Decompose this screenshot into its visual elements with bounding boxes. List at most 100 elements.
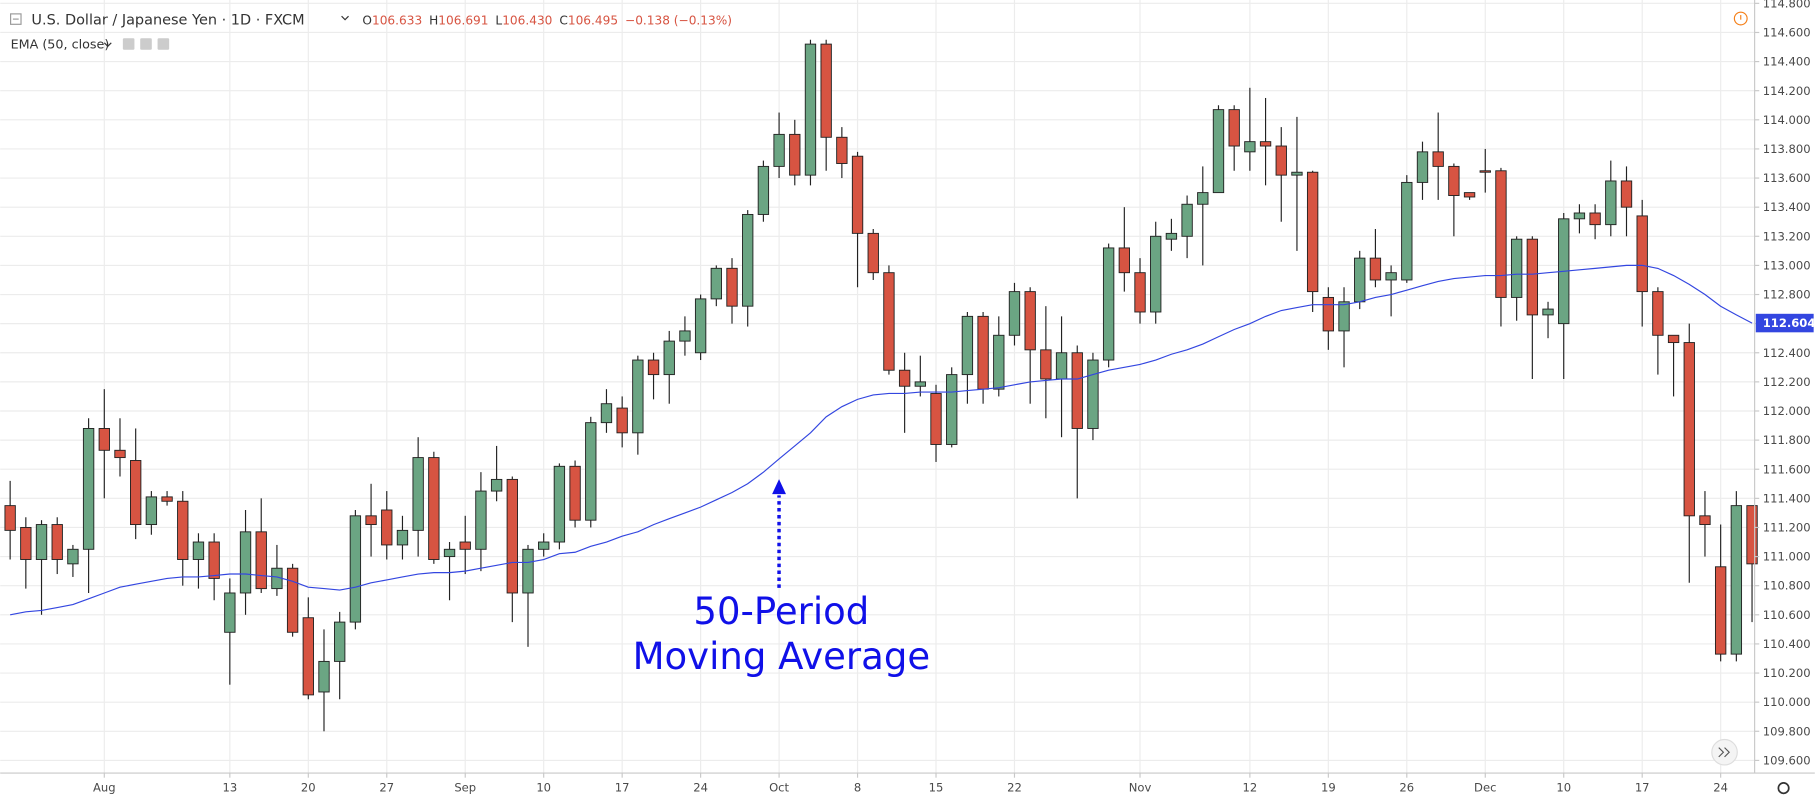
x-tick-label: 19 — [1321, 781, 1336, 795]
candle-body — [365, 515, 377, 526]
y-tick-label: 111.200 — [1763, 521, 1811, 535]
candle-body — [208, 541, 220, 579]
candle-body — [459, 541, 471, 550]
y-tick-label: 110.200 — [1763, 666, 1811, 680]
candle-body — [569, 465, 581, 521]
candle-body — [67, 548, 79, 565]
ohlc-value: 106.633 — [372, 13, 422, 27]
y-tick-label: 111.600 — [1763, 462, 1811, 476]
indicator-remove[interactable] — [157, 38, 170, 50]
candle-body — [726, 267, 738, 307]
candle-body — [1055, 352, 1068, 380]
candle-body — [930, 393, 942, 445]
candle-body — [318, 660, 330, 693]
candle-body — [1087, 359, 1099, 429]
y-tick-label: 111.000 — [1763, 550, 1811, 564]
candle-body — [1401, 181, 1413, 281]
candle-body — [1040, 349, 1052, 380]
ohlc-label: L — [495, 13, 502, 27]
candle-body — [836, 136, 848, 164]
candle-body — [1479, 170, 1491, 173]
candle-body — [553, 465, 566, 543]
candle-body — [1275, 145, 1287, 176]
x-tick-label: 13 — [222, 781, 237, 795]
indicator-hide[interactable] — [122, 38, 135, 50]
candle-body — [1197, 192, 1209, 205]
candle-body — [1542, 308, 1554, 316]
candle-body — [1463, 192, 1476, 198]
y-tick-label: 113.800 — [1763, 142, 1811, 156]
candle-body — [663, 340, 675, 376]
symbol-title[interactable]: U.S. Dollar / Japanese Yen · 1D · FXCM — [31, 12, 304, 28]
candle-body — [1699, 515, 1711, 526]
y-tick-label: 110.000 — [1763, 695, 1811, 709]
candle-body — [475, 490, 487, 550]
x-tick-label: Oct — [769, 781, 789, 795]
candle-body — [694, 298, 707, 354]
candle-body — [443, 548, 456, 558]
x-tick-label: 17 — [615, 781, 630, 795]
candle-body — [820, 43, 832, 138]
candle-body — [192, 541, 205, 560]
candle-body — [1510, 238, 1523, 298]
candle-body — [1181, 203, 1193, 237]
candle-body — [51, 524, 63, 560]
candle-body — [616, 407, 628, 434]
scroll-to-end[interactable] — [1711, 738, 1738, 766]
last-value-label: 112.604 — [1763, 316, 1815, 330]
candle-body — [647, 359, 660, 376]
y-tick-label: 110.800 — [1763, 579, 1811, 593]
candle-body — [98, 428, 110, 451]
candle-body — [302, 617, 314, 696]
candle-body — [1212, 109, 1225, 194]
y-tick-label: 113.000 — [1763, 258, 1811, 272]
y-tick-label: 114.000 — [1763, 113, 1811, 127]
x-tick-label: 20 — [301, 781, 316, 795]
symbol-chevron[interactable] — [341, 15, 349, 21]
candle-body — [1024, 291, 1036, 351]
candle-body — [1385, 272, 1397, 281]
y-tick-label: 110.600 — [1763, 608, 1811, 622]
candle-body — [35, 524, 48, 560]
candle-body — [286, 567, 299, 633]
indicator-settings[interactable] — [140, 38, 152, 50]
y-tick-label: 112.400 — [1763, 346, 1811, 360]
candle-body — [898, 369, 911, 387]
candle-body — [1291, 171, 1303, 176]
indicator-name[interactable]: EMA (50, close) — [11, 38, 110, 53]
candle-body — [1495, 170, 1507, 298]
candle-body — [224, 592, 236, 633]
x-tick-label: 27 — [379, 781, 394, 795]
candle-body — [1652, 291, 1664, 336]
candle-body — [1573, 212, 1586, 220]
annotation-line: 50-Period — [693, 590, 869, 633]
candles — [4, 39, 1758, 732]
candle-body — [239, 531, 252, 594]
candle-body — [130, 460, 142, 526]
collapse-icon[interactable] — [10, 13, 22, 25]
candle-body — [1322, 296, 1335, 332]
candle-body — [82, 428, 95, 550]
x-tick-label: 15 — [929, 781, 944, 795]
x-tick-label: 22 — [1007, 781, 1022, 795]
x-tick-label: 26 — [1399, 781, 1414, 795]
ema-line — [10, 264, 1753, 616]
y-tick-label: 112.800 — [1763, 288, 1811, 302]
settings-gear[interactable] — [1777, 782, 1790, 795]
y-tick-label: 112.000 — [1763, 404, 1811, 418]
warning-icon[interactable] — [1733, 11, 1748, 26]
indicator-chevron[interactable] — [103, 42, 112, 48]
candle-body — [1746, 505, 1758, 565]
candle-body — [1354, 257, 1366, 303]
candle-body — [1730, 505, 1743, 655]
candle-body — [914, 381, 926, 387]
x-tick-label: 24 — [693, 781, 708, 795]
candle-body — [20, 526, 32, 560]
candle-body — [804, 43, 817, 176]
candle-body — [1259, 141, 1272, 147]
candle-body — [1008, 291, 1021, 336]
candle-body — [1636, 215, 1648, 293]
